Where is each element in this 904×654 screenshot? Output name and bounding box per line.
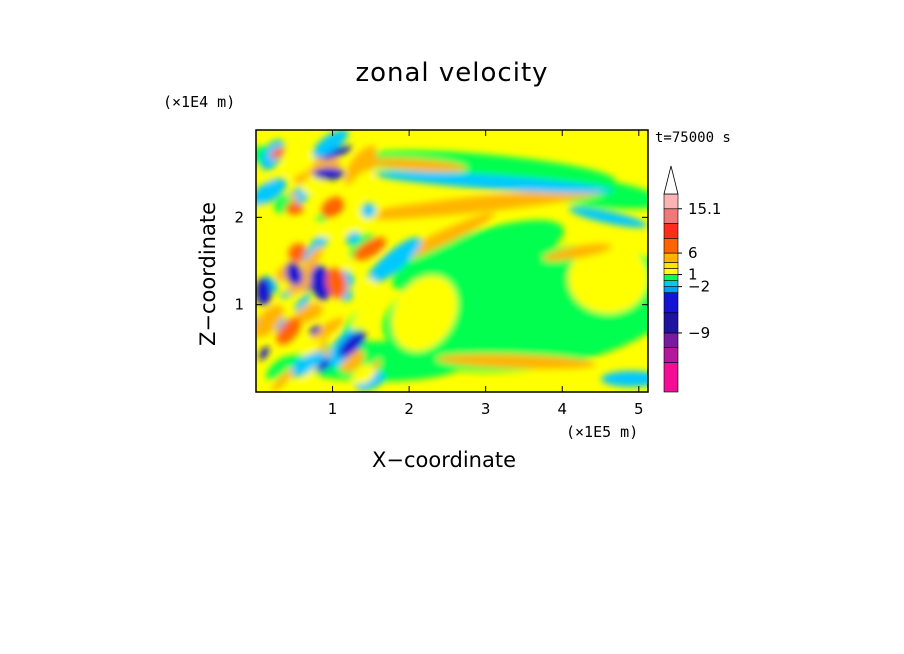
field-region-negative xyxy=(392,220,564,294)
field-cell xyxy=(276,317,301,345)
field-cell xyxy=(346,217,372,237)
field-cell xyxy=(294,158,326,184)
field-cell xyxy=(317,216,356,239)
field-cell xyxy=(259,346,270,361)
field-core-positive xyxy=(326,266,347,299)
colorbar-segment xyxy=(663,286,679,293)
field-cell xyxy=(344,153,378,186)
field-cell xyxy=(352,364,376,385)
field-cell xyxy=(338,331,366,358)
colorbar-segment xyxy=(663,268,679,275)
field-cell xyxy=(266,355,293,380)
colorbar-segment xyxy=(663,362,679,393)
field-region-negative xyxy=(569,207,648,228)
field-cell xyxy=(282,152,316,177)
field-cell xyxy=(335,254,355,274)
z-unit-label: (×1E4 m) xyxy=(163,93,236,111)
x-tick-label: 1 xyxy=(328,400,338,418)
field-cell xyxy=(294,293,311,312)
z-axis: 12 xyxy=(234,208,648,314)
field-cell xyxy=(311,317,344,341)
x-tick-label: 5 xyxy=(634,400,644,418)
field-cell xyxy=(288,351,326,378)
colorbar-label: −2 xyxy=(688,278,710,296)
field-region-positive xyxy=(543,243,613,261)
field-region-positive xyxy=(436,353,597,369)
x-tick-label: 2 xyxy=(404,400,414,418)
field-core-negative xyxy=(285,262,303,286)
field-blobs xyxy=(256,130,648,392)
colorbar-segment xyxy=(663,347,679,363)
field-region-positive xyxy=(366,158,467,172)
chart-title: zonal velocity xyxy=(355,58,549,88)
velocity-field xyxy=(256,130,648,392)
field-region-negative xyxy=(601,370,648,387)
field-cell xyxy=(353,237,386,261)
z-tick-label: 1 xyxy=(234,296,244,314)
field-cell xyxy=(345,231,361,244)
colorbar-segment xyxy=(663,252,679,263)
field-core-negative xyxy=(256,277,272,306)
colorbar-label: 1 xyxy=(688,266,698,284)
colorbar-label: −9 xyxy=(688,324,710,342)
colorbar-segment xyxy=(663,280,679,287)
field-region-positive xyxy=(348,188,608,220)
field-cell xyxy=(299,334,324,357)
field-cell xyxy=(256,304,284,338)
field-cell xyxy=(292,366,319,392)
field-cell xyxy=(361,202,377,219)
field-cell xyxy=(312,130,349,158)
field-cell xyxy=(272,368,294,392)
field-cell xyxy=(256,178,287,206)
x-tick-label: 3 xyxy=(481,400,491,418)
colorbar-segment xyxy=(663,193,679,210)
x-axis-label: X−coordinate xyxy=(372,448,516,472)
colorbar: 15.1 6 1−2 −9 xyxy=(663,165,721,393)
colorbar-segment xyxy=(663,237,679,254)
field-cell xyxy=(313,145,353,163)
colorbar-segment xyxy=(663,208,679,224)
colorbar-segment xyxy=(663,274,679,281)
field-core-negative xyxy=(310,265,332,301)
field-cell xyxy=(309,325,321,336)
x-axis: 1 2 3 4 5 xyxy=(328,130,644,418)
field-region-negative xyxy=(373,171,614,194)
colorbar-segment xyxy=(663,312,679,334)
x-tick-label: 4 xyxy=(557,400,567,418)
field-region-zero xyxy=(568,243,648,314)
field-cell xyxy=(295,303,323,323)
field-cell xyxy=(351,308,370,330)
field-cell xyxy=(321,196,345,219)
field-cell xyxy=(288,243,308,263)
colorbar-segment xyxy=(663,262,679,269)
colorbar-label: 6 xyxy=(688,244,698,262)
field-cell xyxy=(344,170,374,205)
field-cell xyxy=(270,147,285,160)
field-core-positive xyxy=(285,202,304,215)
colorbar-label: 15.1 xyxy=(688,200,721,218)
field-core-negative xyxy=(312,167,345,180)
colorbar-segment xyxy=(663,332,679,349)
x-unit-label: (×1E5 m) xyxy=(566,423,639,441)
field-region-zero xyxy=(391,275,458,352)
colorbar-extension xyxy=(663,165,679,195)
time-annotation: t=75000 s xyxy=(655,130,731,146)
colorbar-segment xyxy=(663,223,679,239)
colorbar-segment xyxy=(663,292,679,314)
field-region-negative xyxy=(366,237,422,285)
field-cell xyxy=(297,245,323,283)
field-cell xyxy=(359,278,377,296)
z-tick-label: 2 xyxy=(234,208,244,226)
plot-frame xyxy=(255,129,649,393)
